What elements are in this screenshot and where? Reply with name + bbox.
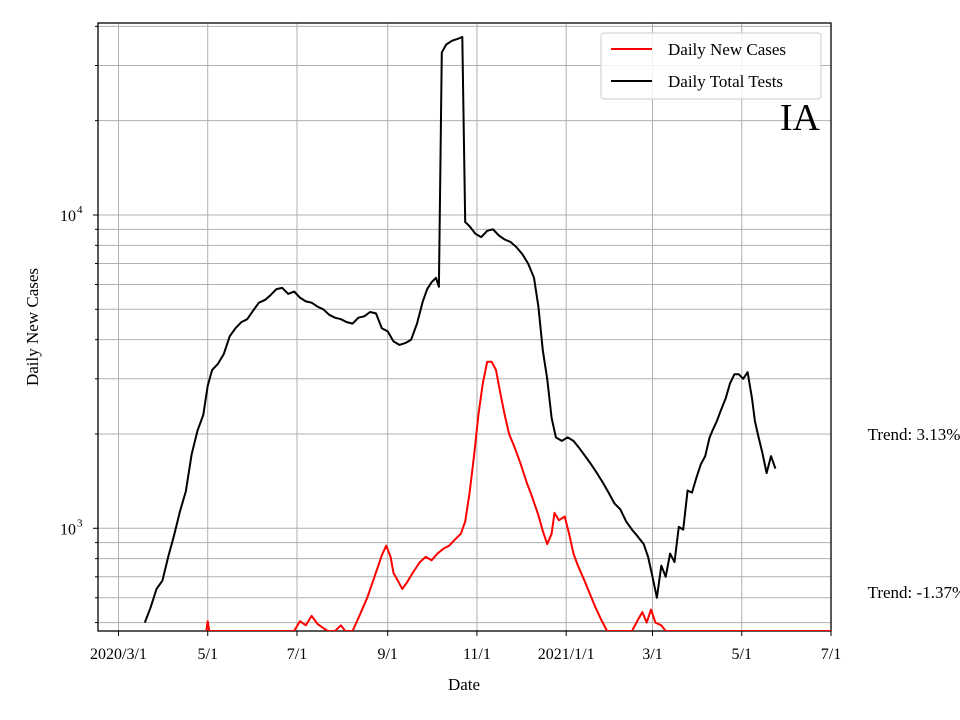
x-tick-label: 7/1 bbox=[287, 646, 307, 663]
x-tick-label: 3/1 bbox=[642, 646, 662, 663]
x-tick-label: 5/1 bbox=[732, 646, 752, 663]
x-tick-label: 7/1 bbox=[821, 646, 841, 663]
annotations: Trend: 3.13% per day Trend: -1.37% per da… bbox=[868, 425, 960, 602]
series-line-daily-new-cases bbox=[205, 360, 831, 631]
y-tick-label: 10 bbox=[60, 208, 76, 225]
x-tick-label: 2021/1/1 bbox=[538, 646, 595, 663]
y-axis-label: Daily New Cases bbox=[23, 268, 42, 386]
x-tick-label: 11/1 bbox=[463, 646, 491, 663]
y-tick-label: 10 bbox=[60, 521, 76, 538]
state-label: IA bbox=[780, 97, 821, 139]
x-axis: 2020/3/1 5/1 7/1 9/1 11/1 2021/1/1 3/1 5/1 7/1 bbox=[90, 631, 841, 663]
trend-annotation: Trend: -1.37% per day bbox=[868, 583, 960, 602]
trend-annotation: Trend: 3.13% per day bbox=[868, 425, 960, 444]
legend-label-daily-total-tests: Daily Total Tests bbox=[668, 72, 783, 91]
series-line-daily-total-tests bbox=[143, 36, 777, 623]
y-tick-exponent: 4 bbox=[77, 204, 83, 216]
x-tick-label: 9/1 bbox=[377, 646, 397, 663]
plot-frame bbox=[97, 22, 832, 632]
series-layer bbox=[143, 36, 831, 631]
legend: Daily New Cases Daily Total Tests bbox=[600, 32, 822, 100]
legend-label-daily-new-cases: Daily New Cases bbox=[668, 40, 786, 59]
x-axis-label: Date bbox=[448, 675, 480, 694]
y-tick-exponent: 3 bbox=[77, 517, 83, 529]
x-tick-label: 5/1 bbox=[198, 646, 218, 663]
x-tick-label: 2020/3/1 bbox=[90, 646, 147, 663]
legend-box bbox=[600, 32, 822, 100]
